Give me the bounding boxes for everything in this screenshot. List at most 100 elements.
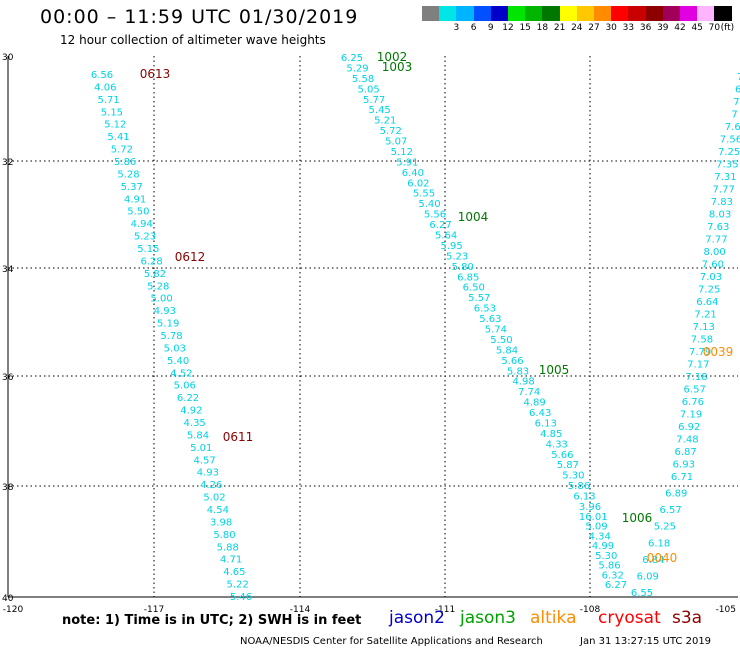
time-tag: 1002	[377, 50, 408, 64]
wave-height-value: 5.64	[435, 231, 457, 242]
wave-height-value: 5.86	[114, 157, 136, 168]
wave-height-value: 5.88	[217, 542, 239, 553]
wave-height-value: 7	[737, 72, 740, 83]
colorbar-swatch	[439, 6, 457, 21]
wave-height-value: 6	[735, 85, 740, 96]
colorbar-swatch	[473, 6, 491, 21]
wave-height-value: 4.34	[589, 531, 611, 542]
wave-height-value: 5.28	[117, 169, 139, 180]
colorbar-swatch	[576, 6, 594, 21]
wave-height-value: 5.83	[507, 366, 529, 377]
wave-height-value: 5.12	[391, 147, 413, 158]
wave-height-value: 8.00	[703, 247, 725, 258]
wave-height-value: 5.30	[595, 551, 617, 562]
colorbar-swatch	[456, 6, 474, 21]
colorbar-label: 3	[453, 23, 460, 33]
colorbar-swatch	[542, 6, 560, 21]
generated-timestamp: Jan 31 13:27:15 UTC 2019	[580, 636, 712, 647]
wave-height-value: 5.56	[424, 210, 446, 221]
colorbar-swatch	[697, 6, 715, 21]
wave-height-value: 5.40	[167, 356, 189, 367]
wave-height-value: 5.72	[380, 126, 402, 137]
wave-height-value: 4.85	[540, 429, 562, 440]
time-tag: 1005	[539, 363, 570, 377]
wave-height-value: 5.09	[585, 522, 607, 533]
colorbar-swatch	[611, 6, 629, 21]
lat-label: 38	[2, 483, 14, 493]
colorbar-unit: (ft)	[720, 23, 735, 33]
wave-height-value: 7.6	[725, 122, 740, 133]
wave-height-value: 4.93	[197, 468, 219, 479]
time-tag: 0613	[140, 67, 171, 81]
satellite-altika: altika	[530, 608, 577, 628]
wave-height-value: 6.53	[474, 304, 496, 315]
wave-height-value: 4.35	[184, 418, 206, 429]
wave-height-value: 5.84	[187, 430, 209, 441]
wave-height-value: 7.17	[687, 360, 709, 371]
colorbar-label: 9	[487, 23, 494, 33]
colorbar-swatch	[662, 6, 680, 21]
wave-height-value: 7	[731, 110, 737, 121]
time-tag: 1003	[382, 60, 413, 74]
wave-height-value: 4.93	[154, 306, 176, 317]
wave-height-value: 4.26	[200, 480, 222, 491]
wave-height-value: 6.18	[648, 538, 670, 549]
time-tag: 0039	[703, 345, 734, 359]
time-tag: 0040	[647, 551, 678, 565]
wave-height-value: 6.89	[665, 489, 687, 500]
wave-height-value: 6.27	[605, 580, 627, 591]
wave-height-value: 7.74	[518, 387, 540, 398]
wave-height-value: 4.99	[592, 541, 614, 552]
units-note: note: 1) Time is in UTC; 2) SWH is in fe…	[62, 613, 362, 628]
colorbar-swatch	[714, 6, 732, 21]
wave-height-value: 5.41	[107, 132, 129, 143]
wave-height-value: 5.72	[111, 145, 133, 156]
wave-height-value: 4.65	[223, 567, 245, 578]
colorbar-label: 21	[553, 23, 566, 33]
wave-height-value: 5.30	[562, 471, 584, 482]
colorbar-swatch	[628, 6, 646, 21]
wave-height-value: 5.84	[496, 345, 518, 356]
wave-height-value: 5.03	[164, 343, 186, 354]
wave-height-value: 5.46	[230, 592, 252, 603]
wave-height-value: 5.37	[121, 182, 143, 193]
wave-height-value: 7.19	[680, 410, 702, 421]
wave-height-value: 7.83	[711, 197, 733, 208]
wave-height-value: 5.50	[127, 207, 149, 218]
wave-height-value: 7.60	[702, 260, 724, 271]
wave-height-value: 5.80	[213, 530, 235, 541]
wave-height-value: 4.71	[220, 555, 242, 566]
wave-height-value: 3.96	[579, 502, 601, 513]
wave-height-value: 6.50	[463, 283, 485, 294]
wave-height-value: 6.40	[402, 168, 424, 179]
wave-height-value: 5.86	[568, 481, 590, 492]
wave-height-value: 6.64	[696, 297, 718, 308]
time-tag: 0612	[175, 250, 206, 264]
time-tag: 1006	[622, 511, 653, 525]
wave-height-value: 4.89	[524, 398, 546, 409]
wave-height-value: 6.57	[659, 505, 681, 516]
satellite-jason3: jason3	[460, 608, 516, 628]
wave-height-value: 7.31	[714, 172, 736, 183]
wave-height-value: 5.15	[137, 244, 159, 255]
wave-height-value: 6.28	[141, 256, 163, 267]
lon-label: -111	[435, 605, 455, 615]
wave-height-value: 7.48	[676, 435, 698, 446]
colorbar-label: 27	[588, 23, 600, 33]
wave-height-value: 5.80	[452, 262, 474, 273]
colorbar-label: 18	[536, 23, 549, 33]
wave-height-value: 5.19	[157, 319, 179, 330]
wave-height-value: 5.29	[346, 63, 368, 74]
wave-height-value: 5.58	[352, 74, 374, 85]
wave-height-value: 5.55	[413, 189, 435, 200]
wave-height-value: 8.03	[709, 210, 731, 221]
page-subtitle: 12 hour collection of altimeter wave hei…	[60, 33, 326, 47]
wave-height-value: 5.63	[479, 314, 501, 325]
wave-height-value: 5.23	[134, 232, 156, 243]
wave-height-value: 4.94	[131, 219, 153, 230]
wave-height-value: 5.86	[598, 561, 620, 572]
wave-height-value: 6.02	[407, 178, 429, 189]
satellite-cryosat: cryosat	[598, 608, 661, 628]
colorbar-label: 30	[605, 23, 617, 33]
wave-height-value: 5.91	[396, 157, 418, 168]
